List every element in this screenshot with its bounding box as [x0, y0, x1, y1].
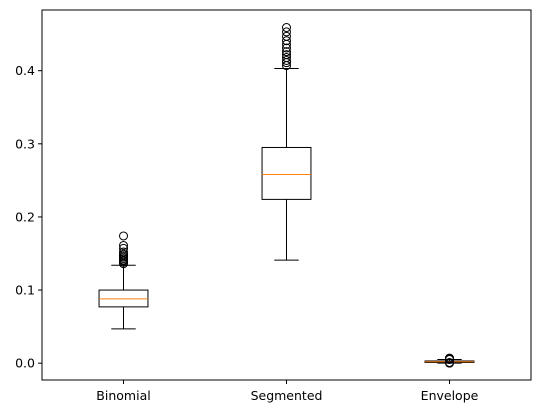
outlier-point [119, 231, 128, 241]
outlier-point [282, 36, 291, 46]
y-axis: 0.0 0.1 0.2 0.3 0.4 [15, 63, 42, 371]
x-tick-label: Binomial [96, 388, 150, 403]
outlier-point [282, 50, 291, 60]
y-tick-label: 0.2 [15, 209, 35, 224]
outlier-point [445, 357, 454, 367]
box-group-binomial [98, 231, 149, 330]
outlier-point [119, 249, 128, 259]
outlier-point [282, 53, 291, 63]
x-tick-label: Segmented [251, 388, 323, 403]
outlier-point [445, 353, 454, 363]
y-tick-label: 0.3 [15, 136, 35, 151]
plot-area [98, 23, 475, 368]
outlier-point [282, 43, 291, 53]
outlier-point [282, 31, 291, 41]
y-tick-label: 0.0 [15, 356, 35, 371]
iqr-box [261, 146, 312, 200]
y-tick-label: 0.4 [15, 63, 35, 78]
outlier-point [119, 240, 128, 250]
outlier-point [282, 23, 291, 33]
outlier-point [282, 27, 291, 37]
box-group-envelope [424, 353, 475, 368]
outlier-point [282, 55, 291, 65]
outlier-point [282, 47, 291, 57]
x-axis: Binomial Segmented Envelope [96, 380, 479, 403]
outlier-point [119, 247, 128, 257]
box-group-segmented [261, 23, 312, 261]
axes-frame [41, 9, 532, 381]
y-tick-label: 0.1 [15, 283, 35, 298]
outlier-point [119, 243, 128, 253]
x-tick-label: Envelope [421, 388, 479, 403]
